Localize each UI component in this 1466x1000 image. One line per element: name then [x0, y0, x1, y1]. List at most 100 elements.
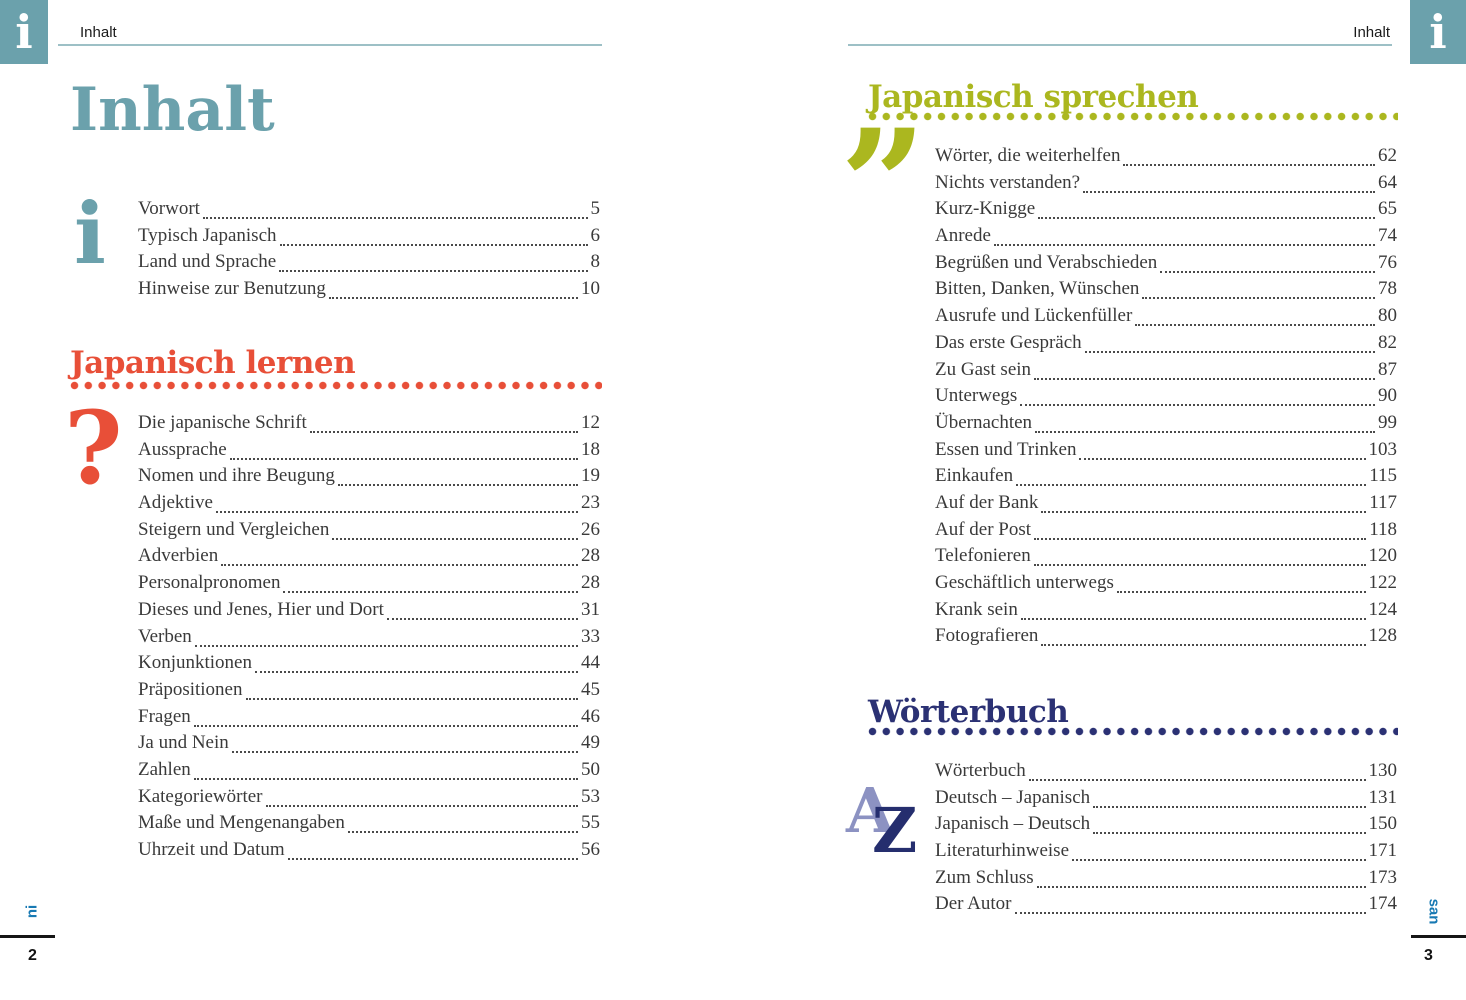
info-icon: i [15, 5, 33, 59]
toc-dot-leader [202, 196, 588, 219]
toc-dot-leader [1142, 276, 1375, 300]
toc-row: Begrüßen und Verabschieden 76 [935, 250, 1397, 277]
toc-row: Literaturhinweise 171 [935, 838, 1397, 865]
header-rule-left [58, 44, 602, 46]
toc-page-number: 120 [1368, 545, 1398, 567]
toc-page-number: 128 [1368, 625, 1398, 647]
toc-entry-label: Krank sein [935, 598, 1018, 620]
toc-dot-leader [1041, 490, 1367, 513]
toc-dot-leader [221, 543, 578, 567]
toc-dot-leader [1093, 785, 1366, 808]
toc-row: Verben 33 [138, 624, 600, 651]
toc-entry-label: Land und Sprache [138, 251, 277, 273]
toc-entry-label: Typisch Japanisch [138, 224, 277, 246]
toc-dot-leader [279, 223, 588, 246]
toc-entry-label: Konjunktionen [138, 652, 252, 674]
toc-page-number: 124 [1368, 598, 1398, 620]
toc-entry-label: Telefonieren [935, 545, 1031, 567]
toc-dot-leader [1116, 570, 1366, 593]
toc-entry-label: Nichts verstanden? [935, 171, 1081, 193]
toc-dot-leader [1020, 597, 1366, 620]
toc-page-number: 33 [581, 625, 600, 647]
toc-entry-label: Unterwegs [935, 385, 1018, 407]
toc-row: Fragen 46 [138, 704, 600, 731]
toc-page-number: 80 [1378, 305, 1397, 327]
toc-row: Personalpronomen 28 [138, 570, 600, 597]
toc-row: Zum Schluss 173 [935, 865, 1397, 892]
toc-entry-label: Anrede [935, 225, 991, 247]
toc-dot-leader [193, 757, 578, 780]
toc-row: Dieses und Jenes, Hier und Dort 31 [138, 597, 600, 624]
toc-row: Der Autor 174 [935, 891, 1397, 918]
woerterbuch-toc-list: Wörterbuch 130 Deutsch – Japanisch 131 J… [935, 758, 1397, 918]
toc-dot-leader [1079, 437, 1366, 460]
toc-entry-label: Uhrzeit und Datum [138, 839, 285, 860]
page-number-right: 3 [1424, 947, 1433, 964]
toc-row: Adjektive 23 [138, 490, 600, 517]
toc-dot-leader [386, 597, 578, 620]
toc-row: Wörterbuch 130 [935, 758, 1397, 785]
toc-page-number: 6 [590, 224, 601, 246]
toc-row: Fotografieren 128 [935, 623, 1397, 650]
side-label-san: san [1425, 898, 1443, 925]
toc-dot-leader [1014, 891, 1366, 915]
toc-page-number: 82 [1378, 331, 1397, 353]
toc-row: Unterwegs 90 [935, 383, 1397, 410]
toc-page-number: 49 [581, 732, 600, 754]
toc-entry-label: Essen und Trinken [935, 438, 1077, 460]
toc-dot-leader [993, 223, 1375, 247]
toc-page-number: 131 [1368, 786, 1398, 808]
toc-row: Das erste Gespräch 82 [935, 330, 1397, 357]
section-dot-rule [868, 727, 1398, 736]
toc-dot-leader [245, 677, 578, 700]
toc-page-number: 99 [1378, 411, 1397, 433]
toc-entry-label: Hinweise zur Benutzung [138, 278, 326, 300]
toc-page-number: 115 [1369, 465, 1397, 487]
toc-entry-label: Kategoriewörter [138, 785, 263, 807]
toc-page-number: 150 [1368, 813, 1398, 835]
toc-row: Ausrufe und Lückenfüller 80 [935, 303, 1397, 330]
toc-dot-leader [1034, 357, 1375, 380]
toc-dot-leader [279, 249, 588, 273]
page-title: Inhalt [70, 75, 275, 145]
toc-page-number: 65 [1378, 198, 1397, 220]
toc-dot-leader [332, 517, 578, 540]
toc-entry-label: Bitten, Danken, Wünschen [935, 278, 1140, 300]
toc-page-number: 18 [581, 438, 600, 460]
toc-row: Konjunktionen 44 [138, 650, 600, 677]
folio-rule-left [0, 935, 55, 938]
info-tab-box: i [1410, 0, 1466, 64]
toc-page-number: 46 [581, 705, 600, 727]
toc-row: Nomen und ihre Beugung 19 [138, 463, 600, 490]
toc-dot-leader [1038, 196, 1375, 220]
toc-dot-leader [265, 784, 578, 807]
toc-row: Einkaufen 115 [935, 463, 1397, 490]
toc-row: Ja und Nein 49 [138, 730, 600, 757]
toc-page-number: 62 [1378, 145, 1397, 166]
toc-entry-label: Adverbien [138, 545, 219, 567]
toc-row: Vorwort 5 [138, 196, 600, 223]
toc-dot-leader [1035, 410, 1375, 433]
toc-row: Zu Gast sein 87 [935, 357, 1397, 384]
toc-row: Deutsch – Japanisch 131 [935, 785, 1397, 812]
toc-entry-label: Dieses und Jenes, Hier und Dort [138, 598, 384, 620]
toc-page-number: 171 [1368, 840, 1398, 862]
toc-entry-label: Literaturhinweise [935, 840, 1070, 862]
question-mark-icon: ? [64, 389, 123, 507]
japanisch-sprechen-toc-list: Wörter, die weiterhelfen 62 Nichts verst… [935, 143, 1397, 650]
toc-row: Land und Sprache 8 [138, 249, 600, 276]
toc-entry-label: Zahlen [138, 758, 191, 780]
toc-entry-label: Vorwort [138, 198, 200, 219]
toc-page-number: 50 [581, 758, 600, 780]
toc-page-number: 87 [1378, 358, 1397, 380]
toc-page-number: 56 [581, 839, 600, 860]
toc-row: Steigern und Vergleichen 26 [138, 517, 600, 544]
toc-page-number: 64 [1378, 171, 1397, 193]
toc-entry-label: Übernachten [935, 411, 1033, 433]
toc-dot-leader [337, 463, 578, 487]
toc-row: Übernachten 99 [935, 410, 1397, 437]
toc-dot-leader [193, 704, 578, 727]
toc-entry-label: Aussprache [138, 438, 227, 460]
toc-row: Die japanische Schrift 12 [138, 410, 600, 437]
